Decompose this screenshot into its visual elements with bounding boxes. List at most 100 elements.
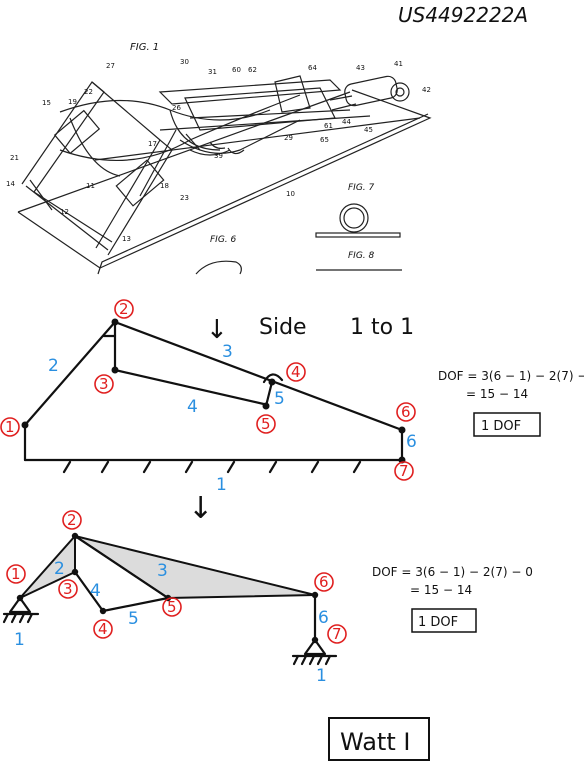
d1-dof-line2: = 15 − 14 [466,387,528,401]
base-frame [17,89,432,275]
callout-29: 29 [284,134,293,142]
fig1-label: FIG. 1 [130,42,159,53]
callout-39: 39 [214,152,223,160]
d2-dof-line2: = 15 − 14 [410,583,472,597]
callout-42: 42 [422,86,431,94]
svg-text:6: 6 [319,573,329,591]
d1-joint-label-7: 7 [394,461,414,481]
d2-ground-pivot-1 [2,596,40,624]
d2-dot-2 [71,532,79,540]
d2-joint-label-3: 3 [58,579,78,599]
d2-dof-line1: DOF = 3(6 − 1) − 2(7) − 0 [372,565,533,579]
fig6-fragment [195,260,242,275]
callout-60: 60 [232,66,241,74]
down-arrow: ↓ [188,491,213,526]
d1-link-label-2: 2 [48,356,59,376]
callout-14: 14 [6,180,15,188]
svg-text:3: 3 [99,375,109,393]
d1-link-label-3: 3 [222,342,233,362]
side-text: Side [259,315,307,340]
callout-31: 31 [208,68,217,76]
d2-dot-3 [71,568,79,576]
d1-link-5 [264,380,274,408]
sling [59,94,301,177]
d2-joint-label-7: 7 [327,624,347,644]
callout-18: 18 [160,182,169,190]
callout-64: 64 [308,64,317,72]
callout-41: 41 [394,60,403,68]
svg-text:4: 4 [291,363,301,381]
svg-text:6: 6 [401,403,411,421]
svg-text:7: 7 [332,625,342,643]
callout-27: 27 [106,62,115,70]
d2-link-label-2: 2 [54,559,65,579]
svg-text:2: 2 [67,511,77,529]
d2-joint-label-5: 5 [162,597,182,617]
d1-dof: DOF = 3(6 − 1) − 2(7) − 0 = 15 − 14 1 DO… [438,369,584,437]
callout-10: 10 [286,190,295,198]
d1-link-4 [113,368,270,407]
svg-text:3: 3 [63,580,73,598]
svg-text:2: 2 [119,300,129,318]
callout-30: 30 [180,58,189,66]
callout-13: 13 [122,235,131,243]
d2-ground-pivot-7 [291,638,338,666]
d1-joint-label-2: 2 [114,299,134,319]
d1-joint-label-6: 6 [396,402,416,422]
d2-joint-label-2: 2 [62,510,82,530]
callout-21: 21 [10,154,19,162]
d2-dot-7 [311,636,319,644]
d1-link-3 [113,320,404,432]
d2-link-label-4: 4 [90,581,101,601]
callout-11: 11 [86,182,95,190]
d1-joint-label-1: 1 [0,417,20,437]
callout-62: 62 [248,66,257,74]
patent-drawing: US4492222A FIG. 1 [6,3,528,275]
d2-link-3 [74,535,316,600]
d2-link-5 [101,596,170,613]
side-note: ↓ Side 1 to 1 [206,315,414,345]
d1-joint-label-5: 5 [256,414,276,434]
d1-dof-result: 1 DOF [481,419,521,434]
d1-joint-label-3: 3 [94,374,114,394]
d1-link-2 [23,320,117,427]
patent-number: US4492222A [398,3,528,27]
d1-dot-2 [111,318,119,326]
d2-link-label-6: 6 [318,608,329,628]
callout-45: 45 [364,126,373,134]
d2-link-2 [19,533,76,599]
callout-23: 23 [180,194,189,202]
diagram1: 1 2 3 4 5 6 7 2 3 4 5 6 1 DOF = 3(6 − 1)… [0,299,584,495]
d2-link-4a [73,570,105,613]
d2-link-label-1a: 1 [14,630,25,650]
fig8-label: FIG. 8 [348,251,375,261]
d1-dof-box [473,412,541,437]
d2-link-label-3: 3 [157,561,168,581]
svg-text:5: 5 [167,598,177,616]
callout-43: 43 [356,64,365,72]
d1-link-labels: 2 3 4 5 6 1 [48,342,417,495]
diagram2: 1 2 3 4 5 6 7 2 3 4 5 6 1 1 DOF = 3(6 − … [2,510,533,686]
d2-dot-6 [311,591,319,599]
side-arrow: ↓ [206,315,228,345]
d1-link-label-1: 1 [216,475,227,495]
svg-text:4: 4 [98,620,108,638]
d1-joint-dots [21,318,406,464]
callouts: 10 11 12 13 14 15 17 18 19 21 22 23 26 2… [6,58,431,243]
d2-dof: DOF = 3(6 − 1) − 2(7) − 0 = 15 − 14 1 DO… [372,565,533,633]
fig7-tube [315,203,401,238]
d1-dot-1 [21,421,29,429]
d2-joint-label-4: 4 [93,619,113,639]
d2-joint-labels: 1 2 3 4 5 6 7 [6,510,347,644]
scale-text: 1 to 1 [350,315,414,340]
svg-text:1: 1 [5,418,15,436]
d2-link-label-1b: 1 [316,666,327,686]
callout-61: 61 [324,122,333,130]
d2-link-3-edge [73,534,170,600]
conclusion-box [328,717,430,761]
callout-65: 65 [320,136,329,144]
svg-text:5: 5 [261,415,271,433]
d2-joint-label-6: 6 [314,572,334,592]
